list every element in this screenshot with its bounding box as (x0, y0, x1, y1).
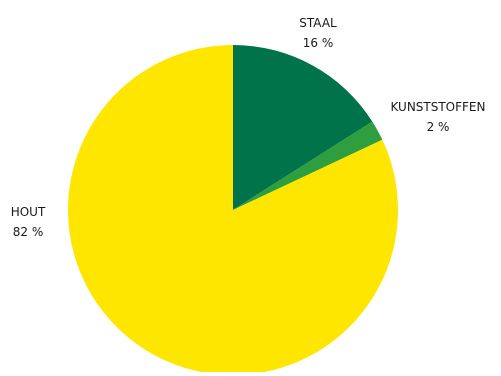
slice-value-label-hout: 82 % (13, 225, 44, 239)
pie-slices (68, 45, 399, 376)
slice-label-kunststoffen: KUNSTSTOFFEN (390, 100, 485, 114)
slice-label-hout: HOUT (11, 205, 46, 219)
pie-labels: STAAL 16 % KUNSTSTOFFEN 2 % HOUT 82 % (11, 16, 486, 239)
slice-value-label-staal: 16 % (303, 36, 334, 50)
pie-slice-staal (233, 45, 373, 210)
pie-slice-hout (68, 45, 399, 376)
pie-slice-kunststoffen (233, 121, 383, 210)
slice-label-staal: STAAL (299, 16, 337, 30)
slice-value-label-kunststoffen: 2 % (427, 120, 450, 134)
